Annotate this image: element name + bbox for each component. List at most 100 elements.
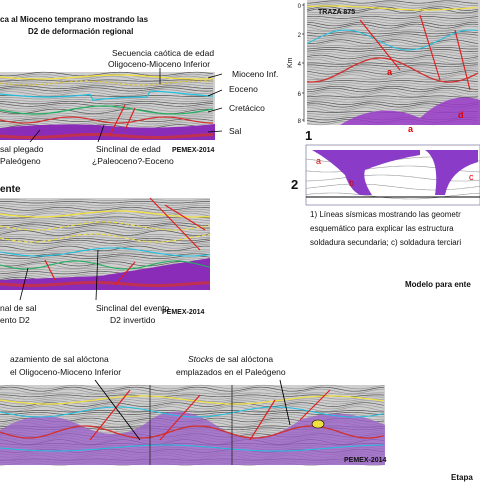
seismic-reflector — [0, 83, 214, 87]
fault — [109, 104, 136, 136]
seismic-reflector — [306, 23, 479, 29]
section-heading: Etapa — [451, 473, 473, 482]
seismic-reflector — [0, 404, 385, 410]
seismic-reflector — [0, 263, 211, 269]
seismic-reflector — [0, 124, 214, 130]
seismic-reflector — [0, 120, 214, 125]
feature-letter: a — [387, 67, 393, 77]
horizon — [0, 247, 211, 257]
salt-body — [0, 411, 385, 465]
seismic-reflector — [306, 25, 479, 32]
seismic-reflector — [0, 201, 210, 204]
seismic-reflector — [306, 68, 479, 72]
feature-letter: a — [316, 156, 321, 166]
horizon — [0, 133, 214, 139]
seismic-reflector — [0, 100, 214, 105]
seismic-reflector — [306, 87, 479, 93]
seismic-reflector — [0, 210, 211, 216]
horizon — [0, 406, 385, 418]
seismic-reflector — [0, 392, 384, 395]
horizon-label: Eoceno — [229, 84, 258, 94]
caption-line: esquemático para explicar las estructura — [310, 224, 454, 233]
credit: PEMEX-2014 — [162, 309, 205, 316]
seismic-reflector — [306, 78, 479, 80]
seismic-reflector — [0, 235, 211, 239]
seismic-reflector — [306, 17, 479, 22]
seismic-reflector — [306, 6, 479, 11]
seismic-reflector — [0, 410, 385, 413]
seismic-reflector — [0, 98, 214, 102]
annotation: ento D2 — [0, 315, 30, 325]
seismic-reflector — [0, 394, 385, 398]
seismic-reflector — [306, 66, 478, 70]
seismic-sections — [0, 0, 480, 466]
section-heading: Modelo para ente — [405, 280, 471, 289]
fault — [359, 14, 471, 91]
feature-letter: c — [469, 172, 474, 182]
seismic-reflector — [306, 37, 479, 42]
seismic-reflector — [306, 52, 479, 57]
seismic-reflector — [306, 2, 479, 6]
seismic-reflector — [306, 45, 478, 47]
horizon — [306, 5, 479, 11]
axis-label: Km — [287, 57, 294, 68]
seismic-reflector — [0, 85, 213, 89]
horizon — [305, 174, 480, 182]
axis-tick: 6 — [298, 92, 302, 98]
seismic-reflector — [306, 50, 479, 55]
seismic-reflector — [0, 241, 211, 247]
seismic-reflector — [0, 202, 211, 206]
annotation: nal de sal — [0, 303, 36, 313]
fault — [44, 197, 206, 286]
marker — [311, 419, 325, 429]
annotation: Secuencia caótica de edad — [112, 48, 214, 58]
seismic-reflector — [0, 89, 214, 94]
horizon — [305, 183, 480, 191]
panel-number: 1 — [305, 128, 312, 143]
seismic-reflector — [306, 31, 479, 35]
annotation: emplazados en el Paleógeno — [176, 367, 286, 377]
seismic-reflector — [0, 406, 385, 412]
seismic-reflector — [0, 87, 214, 92]
title-line: ca al Mioceno temprano mostrando las — [0, 15, 149, 24]
horizon-label: Cretácico — [229, 103, 265, 113]
seismic-reflector — [0, 106, 213, 112]
caption-line: soldadura secundaria; c) soldadura terci… — [310, 238, 461, 247]
seismic-reflector — [0, 199, 211, 201]
horizon — [0, 80, 214, 86]
credit: PEMEX-2014 — [344, 457, 387, 464]
annotation: Sinclinal del evento — [96, 303, 170, 313]
axis-tick: 8 — [298, 119, 302, 125]
pointer — [94, 379, 291, 441]
seismic-reflector — [0, 251, 211, 255]
feature-letter: d — [458, 110, 464, 120]
seismic-reflector — [0, 222, 210, 226]
seismic-reflector — [0, 108, 214, 115]
seismic-reflector — [306, 95, 479, 98]
seismic-reflector — [306, 14, 479, 17]
annotation: D2 invertido — [110, 315, 156, 325]
axis-tick: 4 — [298, 62, 302, 68]
seismic-reflector — [306, 91, 479, 98]
seismic-reflector — [0, 71, 214, 77]
annotation-rest: de sal alóctona — [214, 354, 274, 364]
seismic-reflector — [0, 255, 211, 259]
seismic-reflector — [0, 400, 385, 405]
section-heading: ente — [0, 184, 21, 195]
seismic-reflector — [306, 70, 479, 75]
horizon — [0, 116, 213, 124]
horizon — [305, 192, 480, 200]
seismic-reflector — [0, 79, 214, 82]
annotation: Oligoceno-Mioceno Inferior — [108, 59, 210, 69]
axis-tick: 2 — [298, 33, 302, 39]
seismic-reflector — [306, 58, 479, 65]
credit: PEMEX-2014 — [172, 147, 215, 154]
pointer — [29, 68, 223, 143]
feature-letter: b — [349, 178, 354, 188]
title-line: D2 de deformación regional — [28, 27, 133, 36]
seismic-reflector — [306, 74, 479, 80]
annotation: sal plegado — [0, 144, 44, 154]
seismic-reflector — [306, 21, 479, 27]
horizon — [0, 260, 211, 270]
